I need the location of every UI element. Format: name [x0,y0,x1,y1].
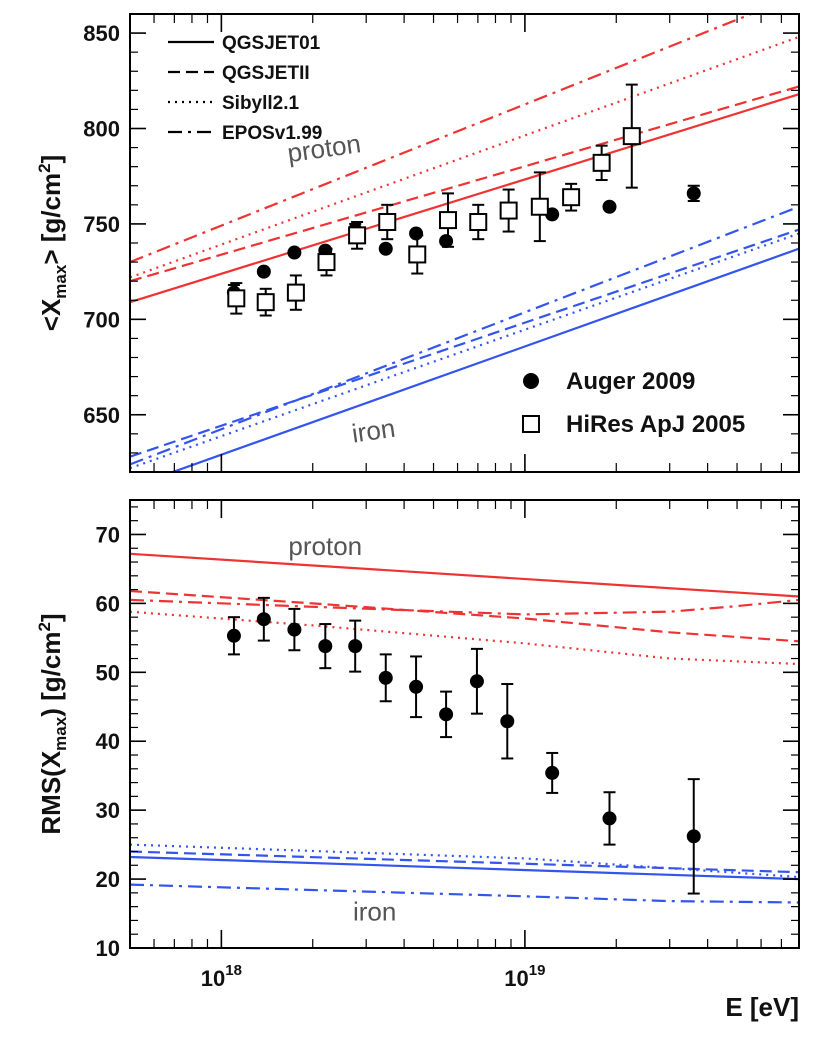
rms-y-tick-label: 70 [96,522,120,547]
rms-iron-qgsjet01-line [130,855,799,881]
xmax-hires-point [256,293,275,312]
rms-y-tick-label: 10 [96,936,120,961]
rms-auger-point [602,811,617,826]
xmax-data-points [226,83,701,317]
rms-y-tick-label: 20 [96,867,120,892]
xmax-iron-annotation: iron [350,413,397,449]
rms-plot-frame [129,499,800,949]
xmax-y-tick-label: 700 [83,307,120,332]
data-legend: Auger 2009 HiRes ApJ 2005 [522,368,745,438]
x-axis-title: E [eV] [725,992,799,1022]
xmax-hires-point [378,213,397,232]
rms-x-tick-label: 1019 [504,962,545,991]
rms-ticks: 10 20 30 40 50 60 70 1018 1019 [96,500,800,991]
xmax-hires-point [438,211,457,230]
rms-iron-annotation: iron [353,896,396,926]
xmax-hires-point [348,226,367,245]
xmax-hires-point [408,245,427,264]
xmax-proton-qgsjetii-line [130,85,799,283]
rms-panel: proton iron 10 20 30 40 50 60 70 1018 1019 RMS(Xm… [35,499,800,1022]
rms-y-tick-label: 30 [96,798,120,823]
legend-entry-label: Sibyll2.1 [222,93,300,114]
xmax-proton-qgsjet01-line [130,93,799,304]
xmax-iron-eposv199-line [130,205,799,466]
rms-proton-annotation: proton [288,531,362,561]
xmax-proton-eposv199-line [130,14,755,264]
rms-auger-point [686,829,701,844]
rms-data-points [226,596,701,895]
xmax-hires-point [469,213,488,232]
xmax-auger-point [602,199,617,214]
xmax-auger-point [378,241,393,256]
rms-iron-qgsjetii-line [130,850,799,874]
rms-iron-eposv199-line [130,883,799,904]
xmax-iron-qgsjet01-line [169,247,799,472]
rms-proton-eposv199-line [130,598,799,616]
rms-model-lines [130,552,799,904]
xmax-hires-point [530,197,549,216]
rms-auger-point [226,628,241,643]
rms-proton-qgsjet01-line [130,552,799,598]
xmax-iron-qgsjetii-line [130,228,799,458]
rms-proton-qgsjetii-line [130,589,799,643]
xmax-y-tick-label: 800 [83,117,120,142]
xmax-hires-point [286,283,305,302]
rms-y-tick-label: 50 [96,660,120,685]
legend-entry-label: QGSJET01 [222,33,321,54]
rms-auger-point [500,714,515,729]
rms-auger-point [469,674,484,689]
xmax-auger-point [409,226,424,241]
model-legend: QGSJET01 QGSJETII Sibyll2.1 EPOSv1.99 [168,33,322,144]
xmax-y-tick-label: 850 [83,21,120,46]
xmax-hires-point [499,201,518,220]
xmax-y-tick-label: 650 [83,403,120,428]
xmax-hires-point [317,253,336,272]
rms-auger-point [256,612,271,627]
rms-auger-point [439,707,454,722]
legend-data-label: Auger 2009 [566,368,695,395]
rms-annotations: proton iron [288,531,396,926]
xmax-auger-point [256,264,271,279]
xmax-auger-point [439,234,454,249]
rms-y-tick-label: 40 [96,729,120,754]
legend-auger-marker [523,373,539,389]
xmax-hires-point [562,188,581,207]
xmax-y-tick-label: 750 [83,212,120,237]
legend-hires-marker [522,415,540,433]
xmax-hires-point [592,153,611,172]
xmax-hires-point [622,127,641,146]
rms-auger-point [287,622,302,637]
xmax-model-lines [130,14,799,472]
rms-auger-point [545,765,560,780]
rms-auger-point [378,670,393,685]
xmax-y-axis-title: <Xmax> [g/cm2] [35,155,70,331]
rms-x-tick-label: 1018 [201,962,242,991]
rms-auger-point [348,639,363,654]
xmax-auger-point [686,186,701,201]
rms-auger-point [409,679,424,694]
rms-auger-point [318,639,333,654]
legend-entry-label: EPOSv1.99 [222,123,322,144]
xmax-plot-frame [129,13,800,473]
legend-entry-label: QGSJETII [222,63,310,84]
rms-y-tick-label: 60 [96,591,120,616]
legend-data-label: HiRes ApJ 2005 [566,411,745,438]
xmax-hires-point [227,289,246,308]
xmax-auger-point [287,245,302,260]
rms-y-axis-title: RMS(Xmax) [g/cm2] [35,613,70,834]
